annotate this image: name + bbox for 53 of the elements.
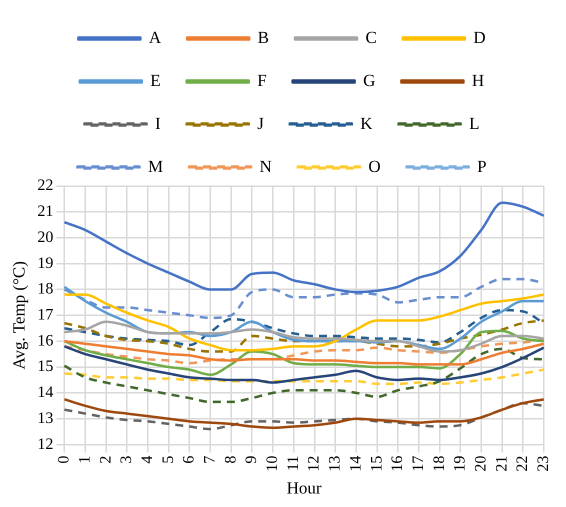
legend-label: O xyxy=(368,156,381,176)
y-tick-label: 15 xyxy=(37,358,54,376)
legend-label: I xyxy=(155,114,162,133)
x-tick-label: 16 xyxy=(389,456,406,472)
y-tick-label: 21 xyxy=(37,203,54,220)
legend-label: J xyxy=(257,114,264,133)
y-tick-label: 12 xyxy=(37,436,54,453)
legend-label: M xyxy=(148,156,164,176)
y-tick-label: 13 xyxy=(37,410,54,427)
x-tick-label: 15 xyxy=(368,456,386,472)
x-tick-label: 1 xyxy=(76,456,94,464)
x-tick-label: 13 xyxy=(326,456,344,472)
legend-label: E xyxy=(150,70,161,90)
legend-label: D xyxy=(473,28,486,47)
x-tick-label: 5 xyxy=(160,456,177,464)
y-tick-label: 20 xyxy=(37,228,54,246)
y-tick-label: 19 xyxy=(37,254,54,272)
y-tick-label: 14 xyxy=(37,384,54,402)
legend-label: H xyxy=(472,70,484,90)
x-tick-label: 7 xyxy=(202,456,219,464)
y-axis-title: Avg. Temp (°C) xyxy=(10,261,29,370)
legend-label: K xyxy=(360,114,374,133)
x-tick-label: 11 xyxy=(284,456,302,472)
x-tick-label: 20 xyxy=(472,456,490,472)
x-axis-title: Hour xyxy=(286,478,322,498)
x-tick-label: 23 xyxy=(535,456,552,472)
x-tick-label: 6 xyxy=(180,456,198,464)
x-tick-label: 21 xyxy=(493,456,510,472)
x-tick-label: 2 xyxy=(97,456,114,464)
legend-label: N xyxy=(260,156,272,176)
legend-label: P xyxy=(477,156,487,176)
x-tick-label: 18 xyxy=(430,456,448,472)
x-tick-label: 3 xyxy=(118,456,136,464)
x-tick-label: 10 xyxy=(264,456,282,472)
legend-label: L xyxy=(469,114,480,133)
legend-label: F xyxy=(257,70,267,90)
x-tick-label: 8 xyxy=(222,456,240,464)
x-tick-label: 9 xyxy=(243,456,260,464)
y-tick-label: 16 xyxy=(37,332,54,350)
y-tick-label: 17 xyxy=(37,306,54,324)
x-tick-label: 4 xyxy=(138,456,156,464)
legend-label: G xyxy=(363,70,376,90)
x-tick-label: 19 xyxy=(452,456,469,472)
x-tick-label: 17 xyxy=(410,456,427,472)
x-tick-label: 22 xyxy=(514,456,532,472)
legend-label: B xyxy=(258,28,270,47)
x-tick-label: 14 xyxy=(347,456,364,472)
x-tick-label: 12 xyxy=(306,456,323,472)
x-tick-label: 0 xyxy=(56,456,73,464)
legend-label: C xyxy=(366,28,377,47)
legend-label: A xyxy=(148,28,162,47)
y-tick-label: 18 xyxy=(37,280,54,298)
y-tick-label: 22 xyxy=(37,177,54,194)
